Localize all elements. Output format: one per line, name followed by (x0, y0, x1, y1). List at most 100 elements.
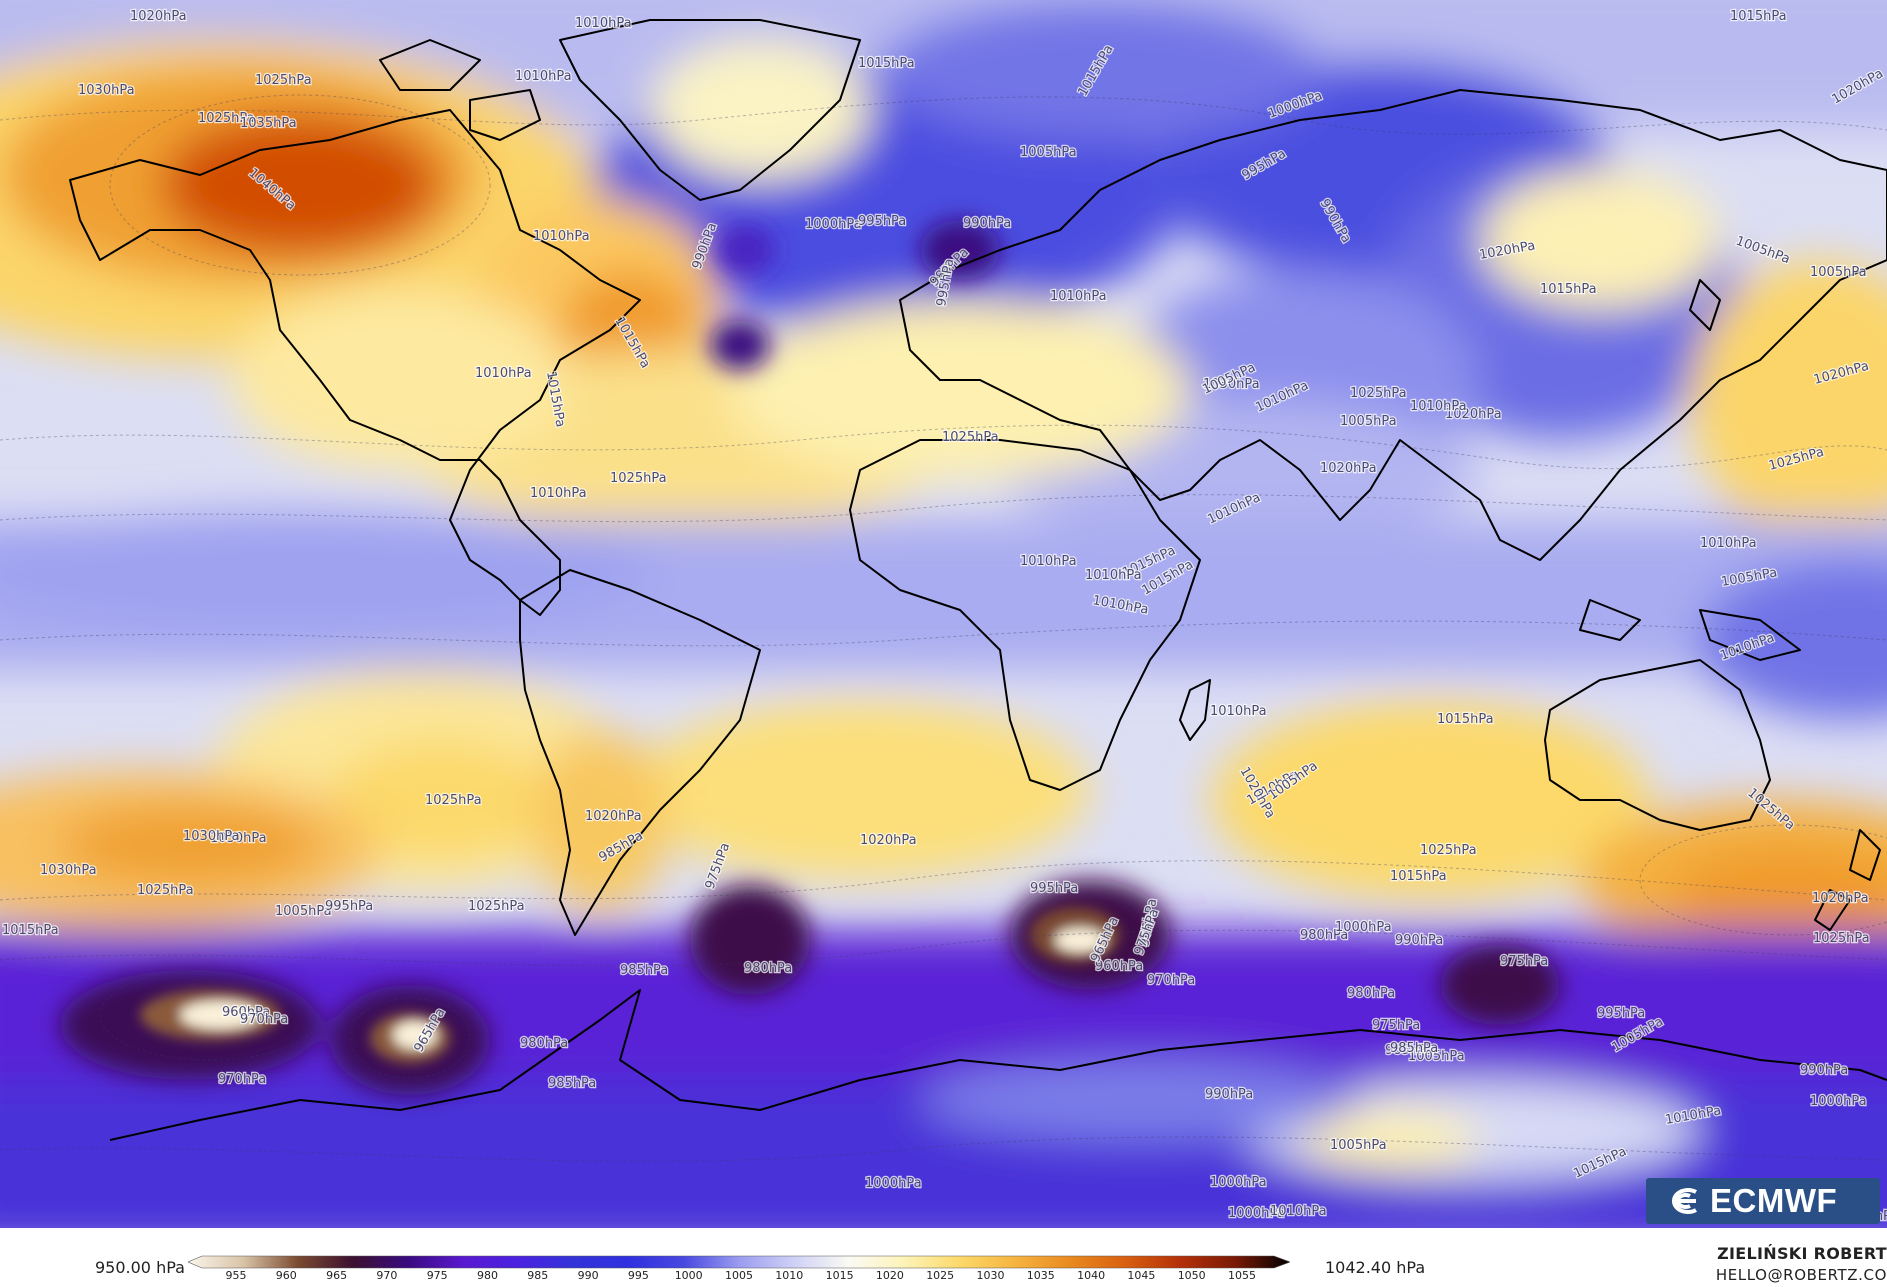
isobar-label: 1010hPa (475, 366, 532, 381)
isobar-label: 1010hPa (1020, 554, 1077, 569)
isobar-label: 1030hPa (78, 83, 135, 98)
ecmwf-mark-icon (1671, 1188, 1697, 1214)
isobar-lines (0, 94, 1887, 1162)
colorbar-tick-label: 1020 (876, 1269, 904, 1280)
author-credit: ZIELIŃSKI ROBERT HELLO@ROBERTZ.CO (1716, 1244, 1887, 1284)
colorbar-tick-label: 1040 (1077, 1269, 1105, 1280)
isobar-label: 1025hPa (610, 471, 667, 486)
isobar-label: 985hPa (1385, 1043, 1433, 1058)
colorbar-tick-label: 1005 (725, 1269, 753, 1280)
isobar-label: 1015hPa (2, 923, 59, 938)
isobar-label: 1025hPa (137, 883, 194, 898)
colorbar-max-label: 1042.40 hPa (1325, 1258, 1426, 1277)
isobar-label: 975hPa (1372, 1018, 1420, 1033)
colorbar-min-label: 950.00 hPa (95, 1258, 185, 1277)
isobar-label: 1015hPa (858, 56, 915, 71)
colorbar-tick-label: 1015 (826, 1269, 854, 1280)
isobar-label: 1010hPa (533, 229, 590, 244)
isobar-label: 1030hPa (40, 863, 97, 878)
isobar-label: 1025hPa (255, 73, 312, 88)
isobar-label: 1025hPa (468, 899, 525, 914)
ecmwf-logo-text: ECMWF (1710, 1182, 1838, 1219)
isobar-label: 960hPa (1095, 959, 1143, 974)
isobar-label: 1010hPa (1050, 289, 1107, 304)
ecmwf-logo: ECMWF (1646, 1178, 1880, 1224)
isobar-label: 1000hPa (1210, 1175, 1267, 1190)
colorbar-tick-label: 955 (226, 1269, 247, 1280)
isobar-label: 980hPa (1300, 928, 1348, 943)
colorbar: 955 960 965 970 975 980 985 990 995 1000 1005 1010 1… (188, 1255, 1290, 1280)
isobar-label: 1010hPa (1700, 536, 1757, 551)
isobar-label: 1010hPa (1085, 568, 1142, 583)
isobar-label: 1020hPa (860, 833, 917, 848)
isobar-label: 1030hPa (183, 829, 240, 844)
colorbar-tick-label: 1030 (977, 1269, 1005, 1280)
isobar-label: 985hPa (548, 1076, 596, 1091)
colorbar-tick-label: 970 (376, 1269, 397, 1280)
isobar-label: 1010hPa (530, 486, 587, 501)
colorbar-tick-label: 1035 (1027, 1269, 1055, 1280)
isobar-label: 1005hPa (1408, 1049, 1465, 1064)
isobar-label: 1010hPa (1410, 399, 1467, 414)
isobar-label: 995hPa (858, 214, 906, 229)
isobar-label: 995hPa (1597, 1006, 1645, 1021)
isobar-label: 1025hPa (1420, 843, 1477, 858)
isobar-label: 1000hPa (865, 1176, 922, 1191)
isobar-label: 990hPa (963, 216, 1011, 231)
pressure-map: 1020hPa 1010hPa 1010hPa 1015hPa 1015hPa 1015h… (0, 0, 1887, 1228)
isobar-label: 1020hPa (585, 809, 642, 824)
isobar-label: 1025hPa (1813, 931, 1870, 946)
colorbar-tick-label: 985 (527, 1269, 548, 1280)
isobar-label: 1025hPa (942, 430, 999, 445)
isobar-label: 980hPa (520, 1036, 568, 1051)
author-email: HELLO@ROBERTZ.CO (1715, 1266, 1887, 1284)
isobar-label: 990hPa (1205, 1087, 1253, 1102)
isobar-label: 1005hPa (1330, 1138, 1387, 1153)
isobar-label: 1005hPa (275, 904, 332, 919)
isobar-label: 1015hPa (1437, 712, 1494, 727)
colorbar-tick-label: 960 (276, 1269, 297, 1280)
isobar-label: 985hPa (620, 963, 668, 978)
isobar-label: 970hPa (240, 1012, 288, 1027)
isobar-label: 985hPa (1390, 1041, 1438, 1056)
isobar-label: 1015hPa (1390, 869, 1447, 884)
colorbar-tick-label: 975 (427, 1269, 448, 1280)
colorbar-tick-label: 995 (628, 1269, 649, 1280)
isobar-label: 1000hPa (1810, 1094, 1867, 1109)
isobar-label: 990hPa (1395, 933, 1443, 948)
colorbar-tick-label: 1025 (926, 1269, 954, 1280)
coastlines (69, 19, 1887, 1141)
colorbar-tick-label: 980 (477, 1269, 498, 1280)
isobar-label: 1010hPa (575, 16, 632, 31)
isobar-label: 980hPa (1347, 986, 1395, 1001)
colorbar-tick-label: 1055 (1228, 1269, 1256, 1280)
pressure-field (0, 0, 1887, 1228)
isobar-label: 1010hPa (1210, 704, 1267, 719)
isobar-label: 1015hPa (1730, 9, 1787, 24)
colorbar-tick-label: 1010 (775, 1269, 803, 1280)
isobar-label: 1035hPa (240, 116, 297, 131)
isobar-label: 1025hPa (1350, 386, 1407, 401)
isobar-label: 1020hPa (1812, 891, 1869, 906)
isobar-label: 1000hPa (805, 217, 862, 232)
isobar-label: 995hPa (1030, 881, 1078, 896)
isobar-label: 995hPa (325, 899, 373, 914)
colorbar-tick-label: 1050 (1178, 1269, 1206, 1280)
isobar-label: 1030hPa (210, 831, 267, 846)
isobar-label: 1000hPa (1335, 920, 1392, 935)
isobar-label: 1005hPa (1020, 145, 1077, 160)
legend-footer: 950.00 hPa 955 960 965 970 975 980 985 990 995 10… (0, 1228, 1887, 1287)
isobar-label: 1010hPa (515, 69, 572, 84)
isobar-label: 980hPa (744, 961, 792, 976)
isobar-label: 970hPa (1147, 973, 1195, 988)
isobar-label: 1005hPa (1810, 265, 1867, 280)
isobar-label: 975hPa (1500, 954, 1548, 969)
isobar-label: 970hPa (218, 1072, 266, 1087)
isobar-label: 1025hPa (198, 111, 255, 126)
author-name: ZIELIŃSKI ROBERT (1717, 1244, 1887, 1263)
colorbar-tick-label: 1000 (675, 1269, 703, 1280)
colorbar-tick-label: 990 (578, 1269, 599, 1280)
isobar-label: 1005hPa (1340, 414, 1397, 429)
isobar-label: 1015hPa (1540, 282, 1597, 297)
isobar-label: 1020hPa (1445, 407, 1502, 422)
